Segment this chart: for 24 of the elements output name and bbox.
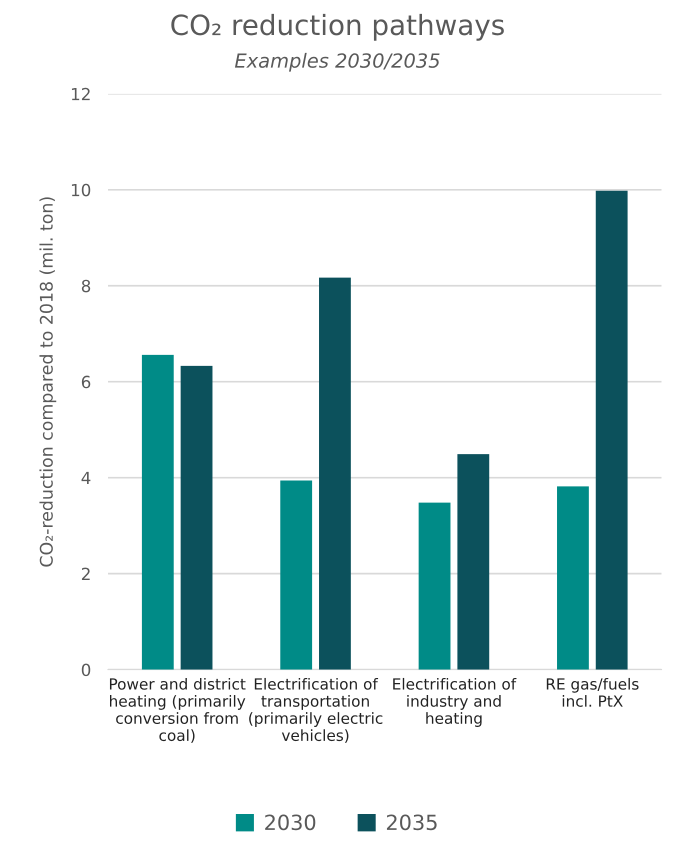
x-tick-label: Electrification of transportation (primarily electric vehicles) [249,678,382,743]
bar [557,486,589,670]
bar [280,480,312,670]
bar [457,454,490,670]
bar [418,502,450,670]
bar [180,366,212,670]
bar [596,190,628,670]
y-tick-label: 4 [82,472,90,484]
y-tick-label: 10 [72,184,90,196]
legend-label: 2030 [265,814,316,830]
y-tick-label: 8 [82,280,90,292]
bar [142,354,174,670]
legend-label: 2035 [386,814,437,830]
chart-subtitle: Examples 2030/2035 [234,52,440,72]
x-tick-label: Electrification of industry and heating [393,678,516,727]
y-tick-label: 12 [72,88,90,100]
y-axis-title: CO₂-reduction compared to 2018 (mil. ton) [39,197,56,567]
x-tick-label: RE gas/fuels incl. PtX [546,678,639,707]
y-tick-label: 2 [82,568,90,580]
x-tick-label: Power and district heating (primarily conversion from coal) [110,678,246,743]
chart-title: CO₂ reduction pathways [171,14,504,41]
bar [319,278,351,670]
y-tick-label: 0 [82,664,90,676]
y-tick-label: 6 [82,376,90,388]
